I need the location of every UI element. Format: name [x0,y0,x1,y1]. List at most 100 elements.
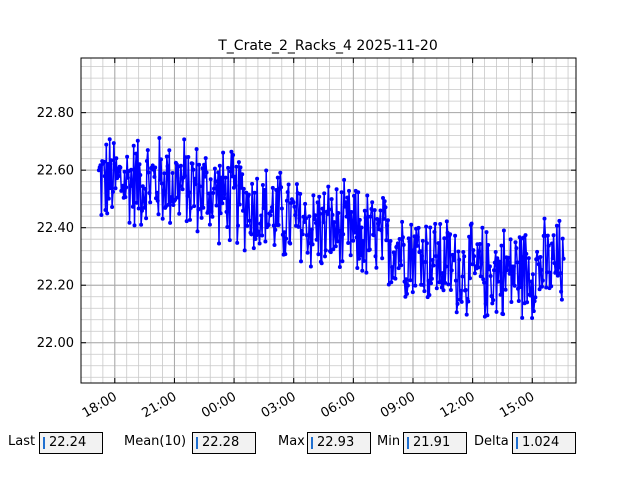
data-point [243,210,248,214]
data-point [551,233,556,238]
data-point [319,261,324,266]
data-point [540,284,544,289]
data-point [348,253,353,258]
data-point [300,232,305,237]
data-point [362,259,366,263]
data-point [103,208,108,212]
data-point [380,256,385,261]
data-point [200,166,205,171]
data-point [398,258,403,263]
data-point [160,216,165,221]
data-point [283,252,288,257]
data-point [105,211,110,216]
data-point [168,220,173,225]
data-point [263,239,268,244]
data-point [493,250,498,254]
data-point [111,141,116,146]
data-point [362,208,367,213]
data-point [456,249,461,254]
data-point [307,214,312,219]
data-point [358,253,363,258]
data-point [506,255,511,260]
data-point [365,193,370,198]
data-point [410,290,415,295]
data-point [182,137,187,142]
data-point [264,168,269,173]
data-point [483,301,488,306]
data-point [228,169,233,174]
data-point [401,242,406,247]
data-point [311,193,316,198]
y-axis: 22.00 22.20 22.40 22.60 22.80 [37,106,576,351]
major-grid [81,58,576,383]
data-point [272,243,277,247]
data-point [329,197,334,202]
data-point [113,186,118,191]
data-point [201,205,206,210]
data-point [125,154,130,159]
data-point [545,233,550,238]
data-point [523,233,528,238]
data-point [144,216,149,221]
y-tick-label: 22.20 [37,279,74,294]
delta-value-box[interactable]: 1.024 [512,432,576,454]
last-value-box[interactable]: 22.24 [39,432,103,454]
data-point [442,236,447,241]
data-point [106,196,111,201]
mean-label: Mean(10) [124,434,187,449]
data-point [507,271,512,276]
data-point [561,256,566,261]
data-point [135,200,139,205]
data-point [159,181,164,186]
data-point [439,279,443,284]
data-point [116,174,121,178]
min-value-box[interactable]: 21.91 [403,432,467,454]
data-point [472,254,477,259]
data-point [245,223,250,228]
data-point [467,234,472,239]
delta-value: 1.024 [522,435,560,450]
data-point [427,293,432,297]
data-point [404,277,409,282]
y-tick-label: 22.80 [37,106,74,121]
data-point [220,201,225,206]
data-point [247,218,252,223]
data-point [429,281,433,286]
data-point [305,250,310,255]
data-point [495,256,500,261]
data-point [197,162,202,167]
data-point [177,211,182,216]
data-point [133,168,138,172]
data-point [524,251,529,256]
data-point [167,148,172,153]
data-point [513,240,518,245]
data-point [234,164,239,169]
data-point [101,159,106,164]
data-point [175,195,180,200]
data-point [224,209,229,214]
data-point [381,196,385,200]
data-point [540,278,545,283]
x-tick-label: 21:00 [139,389,179,421]
data-point [395,241,400,246]
data-point [335,239,340,244]
data-point [250,181,255,186]
data-point [429,276,434,281]
data-point [203,156,208,161]
data-point [340,259,345,264]
data-point [107,137,112,142]
data-point [357,217,362,222]
data-point [435,260,440,265]
data-point [376,221,380,226]
data-point [431,263,436,268]
data-point [424,241,429,246]
data-point [210,214,215,219]
data-point [549,284,554,289]
max-value-box[interactable]: 22.93 [307,432,371,454]
mean-value-box[interactable]: 22.28 [192,432,256,454]
data-point [152,174,157,179]
data-point [405,291,409,296]
data-point [232,174,237,179]
data-point [449,268,454,273]
data-point [262,188,267,192]
